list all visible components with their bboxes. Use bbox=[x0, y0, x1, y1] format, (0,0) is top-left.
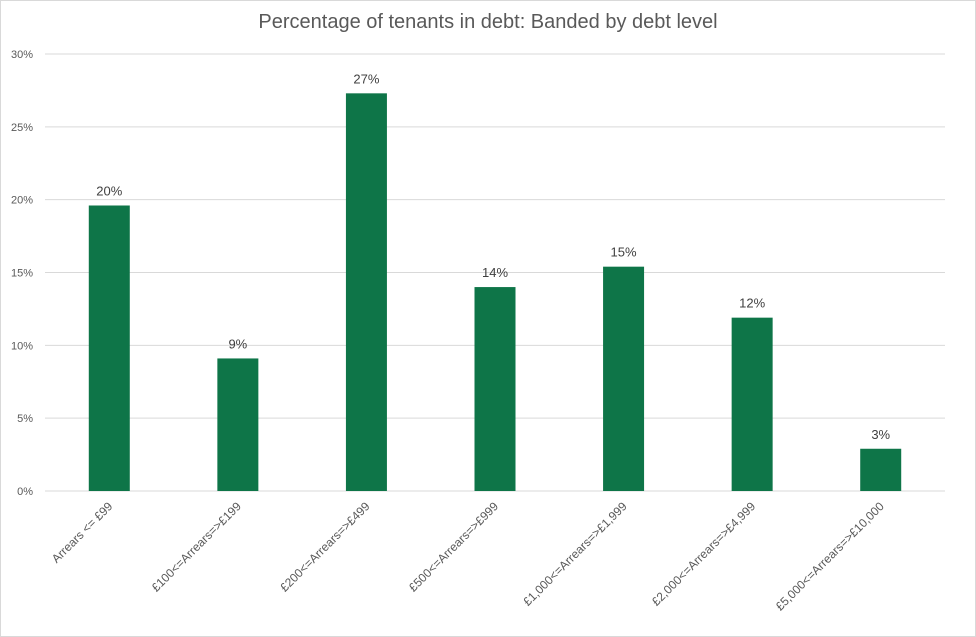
data-labels: 20% 9% 27% 14% 15% 12% 3% bbox=[96, 71, 890, 441]
data-label: 9% bbox=[228, 336, 247, 351]
x-category-label: £500<=Arrears=>£999 bbox=[406, 499, 502, 595]
y-axis-ticks: 0% 5% 10% 15% 20% 25% 30% bbox=[11, 49, 33, 498]
bar bbox=[603, 266, 645, 491]
x-category-label: Arrears <= £99 bbox=[49, 499, 116, 566]
x-category-label: £200<=Arrears=>£499 bbox=[277, 499, 373, 595]
x-category-label: £2,000<=Arrears=>£4,999 bbox=[649, 499, 759, 609]
bar bbox=[88, 205, 130, 491]
y-tick-label: 25% bbox=[11, 122, 33, 134]
data-label: 14% bbox=[482, 265, 508, 280]
y-tick-label: 15% bbox=[11, 268, 33, 280]
data-label: 12% bbox=[739, 296, 765, 311]
bars bbox=[88, 93, 902, 491]
x-axis-category-labels: Arrears <= £99 £100<=Arrears=>£199 £200<=A… bbox=[49, 499, 887, 613]
x-category-label: £100<=Arrears=>£199 bbox=[149, 499, 245, 595]
data-label: 15% bbox=[611, 245, 637, 260]
y-tick-label: 20% bbox=[11, 195, 33, 207]
bar bbox=[217, 358, 259, 491]
y-tick-label: 5% bbox=[17, 413, 33, 425]
y-tick-label: 0% bbox=[17, 486, 33, 498]
bar bbox=[474, 287, 516, 491]
y-tick-label: 30% bbox=[11, 49, 33, 61]
data-label: 20% bbox=[96, 183, 122, 198]
bar bbox=[860, 448, 902, 491]
bar bbox=[731, 317, 773, 491]
data-label: 3% bbox=[871, 427, 890, 442]
x-category-label: £5,000<=Arrears=>£10,000 bbox=[773, 499, 887, 613]
x-category-label: £1,000<=Arrears=>£1,999 bbox=[520, 499, 630, 609]
data-label: 27% bbox=[353, 71, 379, 86]
y-tick-label: 10% bbox=[11, 340, 33, 352]
bar bbox=[345, 93, 387, 491]
chart-title: Percentage of tenants in debt: Banded by… bbox=[258, 11, 718, 33]
